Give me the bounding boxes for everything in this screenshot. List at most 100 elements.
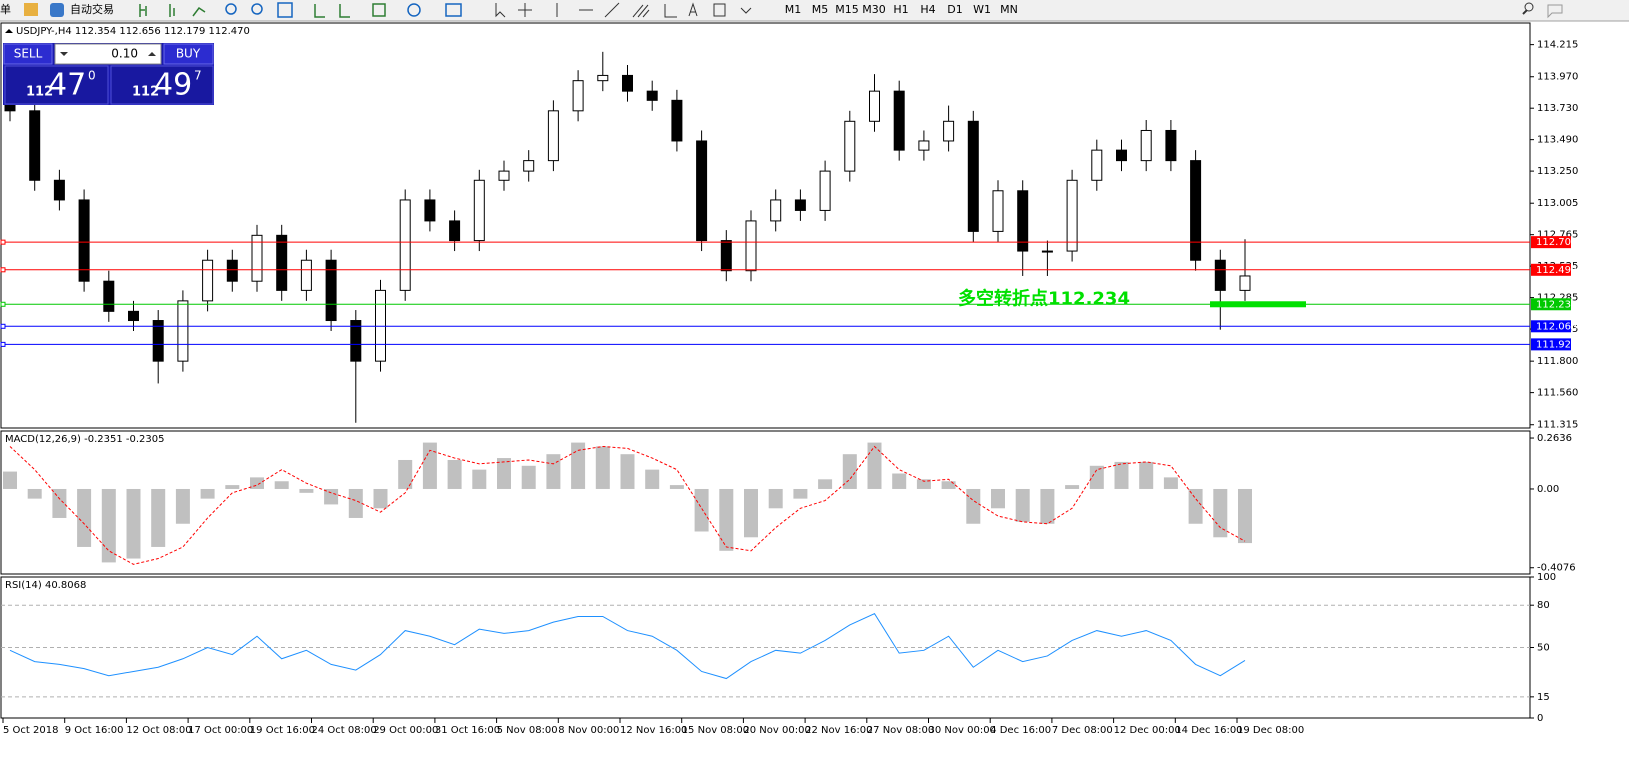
macd-bar — [3, 471, 17, 489]
macd-bar — [1238, 488, 1252, 544]
menu-cut: 单 — [0, 3, 11, 16]
macd-bar — [324, 488, 339, 505]
candle-body — [1239, 275, 1251, 291]
timeframe[interactable]: M30 — [862, 3, 886, 16]
macd-bar — [595, 446, 610, 489]
draw-tools — [495, 2, 1563, 19]
panel-title: USDJPY-,H4 112.354 112.656 112.179 112.4… — [16, 26, 250, 37]
lots[interactable]: 0.10 — [111, 47, 138, 61]
x-tick-label: 12 Nov 16:00 — [620, 725, 687, 736]
x-tick-label: 30 Nov 00:00 — [929, 725, 996, 736]
buy-button[interactable] — [163, 43, 214, 65]
y-tick-label: 114.215 — [1537, 40, 1578, 51]
trendline[interactable] — [604, 2, 620, 18]
autotrade[interactable]: 自动交易 — [70, 2, 114, 16]
chat[interactable] — [1547, 4, 1563, 19]
buy-big: 112 — [132, 85, 159, 100]
y-tick-label: 111.560 — [1537, 388, 1578, 399]
timeframe[interactable]: M1 — [785, 3, 802, 16]
macd-bar — [126, 488, 141, 559]
panel-title: RSI(14) 40.8068 — [5, 580, 86, 591]
search-ring[interactable] — [1524, 2, 1534, 12]
periods[interactable] — [407, 3, 421, 17]
sell-sup: 0 — [88, 69, 96, 83]
crosshair[interactable] — [518, 3, 532, 17]
timeframe[interactable]: H4 — [920, 3, 935, 16]
timeframe[interactable]: M5 — [812, 3, 829, 16]
buy-mid: 49 — [154, 68, 192, 103]
indicators[interactable] — [372, 3, 386, 17]
label-tool[interactable] — [713, 3, 726, 17]
icon[interactable] — [24, 3, 38, 16]
hline-handle — [0, 267, 6, 273]
macd-bar — [225, 485, 240, 489]
zoom-in[interactable] — [225, 3, 237, 15]
x-tick-label: 9 Oct 16:00 — [65, 725, 124, 736]
arrows[interactable] — [740, 7, 752, 14]
autotrade-icon[interactable] — [50, 3, 64, 17]
macd-bar — [1065, 485, 1080, 489]
scroll[interactable] — [314, 4, 350, 18]
y-tick-label: -0.4076 — [1537, 563, 1576, 574]
y-tick-label: 111.800 — [1537, 356, 1578, 367]
macd-bar — [694, 488, 709, 532]
macd-bar — [299, 488, 314, 493]
level-marker — [1210, 301, 1306, 308]
channel[interactable] — [632, 4, 650, 18]
macd-bar — [77, 488, 92, 547]
bar-icon[interactable] — [139, 4, 147, 17]
buy-price-box[interactable] — [110, 65, 214, 105]
candle-body — [78, 199, 90, 282]
candle-body — [819, 170, 831, 211]
timeframe[interactable]: D1 — [947, 3, 962, 16]
macd-bar — [645, 469, 660, 489]
macd-bar — [1139, 461, 1154, 489]
x-tick-label: 8 Nov 00:00 — [558, 725, 619, 736]
candle-icon[interactable] — [169, 4, 175, 17]
candle-body — [177, 300, 189, 362]
y-tick-label: 113.005 — [1537, 198, 1578, 209]
candle-body — [1140, 129, 1152, 162]
line-icon[interactable] — [192, 6, 206, 17]
macd-bar — [1015, 488, 1030, 522]
x-tick-label: 22 Nov 16:00 — [805, 725, 872, 736]
timeframe[interactable]: MN — [1000, 3, 1018, 16]
candle-body — [226, 259, 238, 282]
sell-label[interactable]: SELL — [14, 47, 43, 61]
y-tick-label: 100 — [1537, 572, 1556, 583]
macd-panel — [0, 430, 1531, 575]
candle-body — [350, 320, 362, 362]
candle-body — [251, 234, 263, 282]
lots-input[interactable] — [54, 43, 162, 65]
macd-bar — [991, 488, 1005, 509]
y-tick-label: 50 — [1537, 643, 1550, 654]
macd-bar — [620, 454, 635, 489]
timeframe[interactable]: H1 — [893, 3, 908, 16]
candle-body — [943, 120, 955, 142]
hline-label: 112.066 — [1536, 321, 1577, 332]
timeframe[interactable]: W1 — [973, 3, 991, 16]
candle-body — [745, 220, 757, 272]
buy-label[interactable]: BUY — [176, 47, 201, 61]
search[interactable] — [1522, 9, 1528, 15]
text-tool[interactable] — [688, 2, 698, 17]
cursor[interactable] — [495, 3, 506, 18]
hline-handle — [0, 341, 6, 347]
sell-button[interactable] — [3, 43, 53, 65]
tile[interactable] — [277, 2, 293, 18]
fibo[interactable] — [664, 4, 677, 18]
x-tick-label: 12 Oct 08:00 — [126, 725, 191, 736]
candle-body — [1017, 190, 1029, 252]
candle-body — [622, 74, 633, 92]
macd-bar — [250, 477, 264, 489]
lots-up[interactable] — [148, 52, 156, 56]
sell-price-box[interactable] — [4, 65, 109, 105]
timeframe[interactable]: M15 — [835, 3, 859, 16]
annotation: 多空转折点112.234 — [958, 287, 1130, 309]
lots-down[interactable] — [60, 52, 68, 56]
templates[interactable] — [445, 3, 462, 17]
hline-handle — [0, 301, 6, 307]
zoom-out[interactable] — [251, 3, 263, 15]
macd-bar — [892, 473, 907, 489]
